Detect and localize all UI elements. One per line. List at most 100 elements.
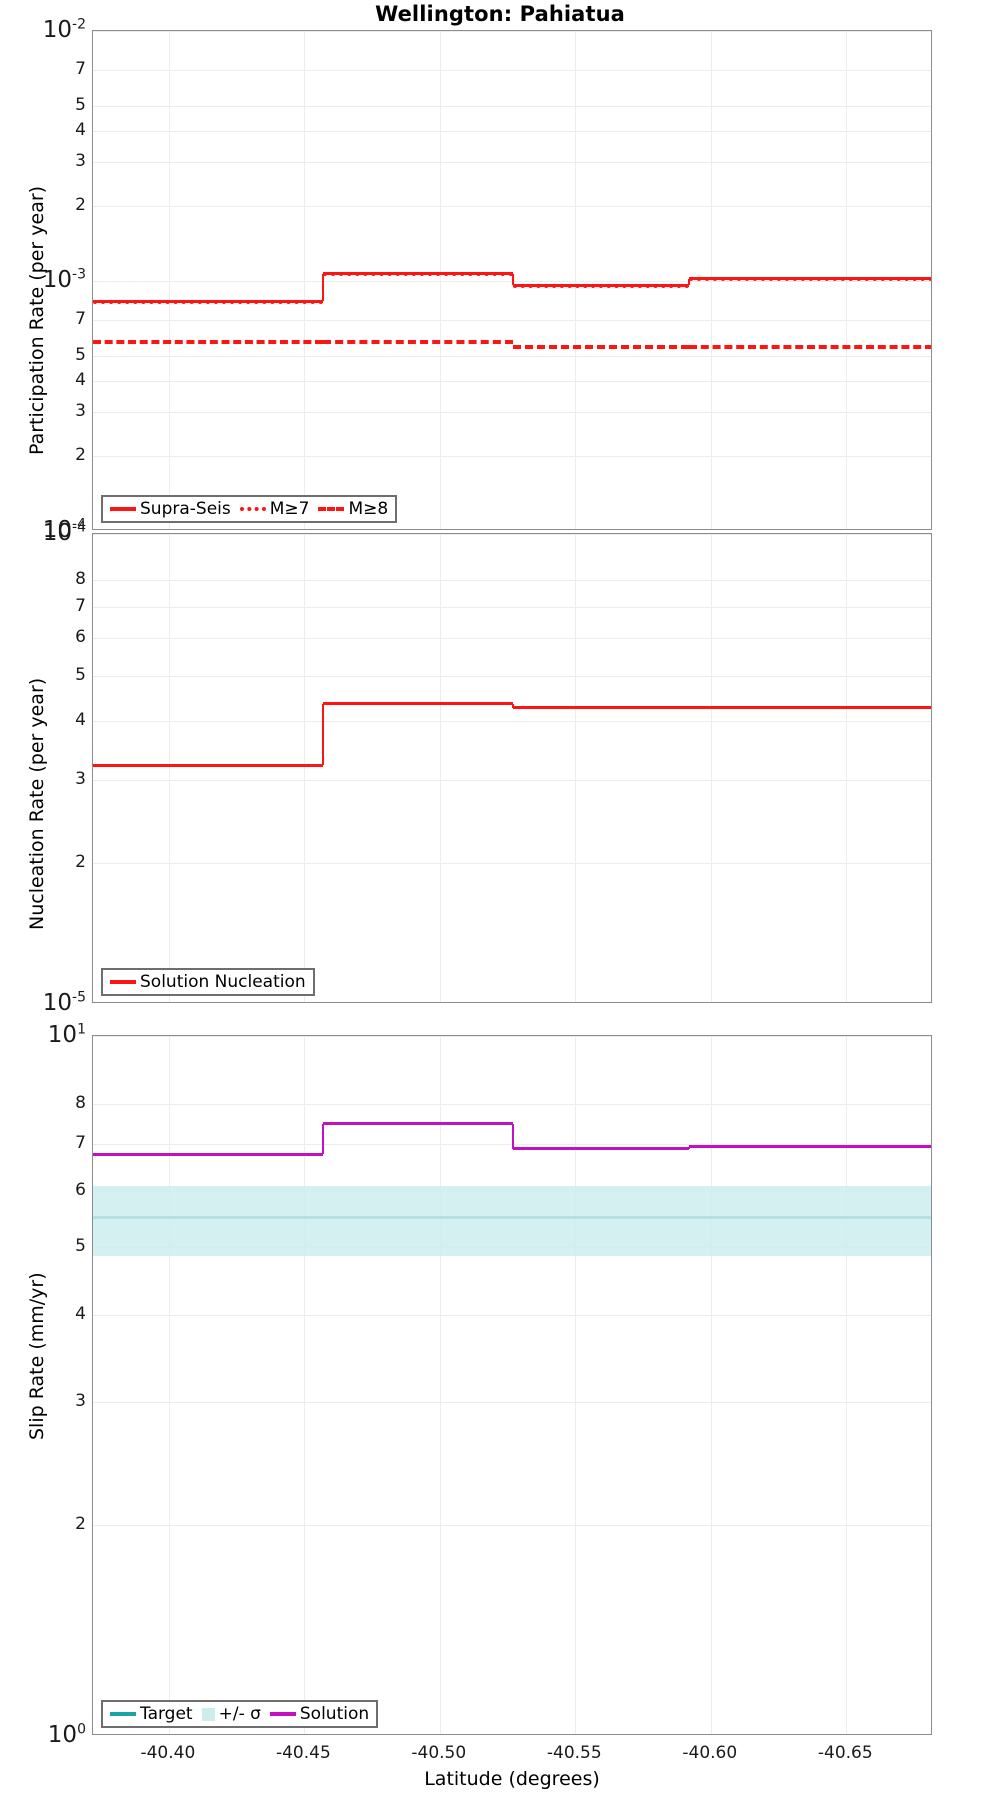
legend-label: M≥7 — [269, 499, 310, 519]
panel-nucleation-rate: Solution Nucleation — [92, 533, 932, 1003]
gridline-horizontal — [93, 534, 931, 535]
legend-swatch-patch-cyan — [201, 1707, 215, 1721]
sigma-band — [93, 1186, 931, 1256]
step-riser — [322, 273, 325, 302]
legend-label: Solution — [299, 1704, 370, 1724]
ytick-major-label: 100 — [47, 1721, 86, 1748]
gridline-horizontal — [93, 455, 931, 457]
legend-swatch-solid-magenta — [269, 1712, 296, 1716]
gridline-horizontal — [93, 356, 931, 358]
ytick-minor-label: 3 — [75, 768, 86, 789]
step-riser — [322, 1123, 325, 1155]
data-segment — [513, 706, 690, 710]
data-segment — [93, 763, 324, 767]
data-segment — [93, 299, 324, 304]
legend-label: +/- σ — [218, 1704, 261, 1724]
ytick-minor-label: 2 — [75, 194, 86, 215]
legend-entry[interactable]: +/- σ — [201, 1704, 261, 1724]
gridline-horizontal — [93, 1402, 931, 1403]
legend-slip-rate: Target +/- σ Solution — [101, 1700, 379, 1728]
panel-slip-rate: Target +/- σ Solution — [92, 1035, 932, 1735]
gridline-horizontal — [93, 638, 931, 640]
xlabel-latitude: Latitude (degrees) — [424, 1768, 600, 1790]
gridline-horizontal — [93, 721, 931, 722]
data-segment — [513, 345, 690, 350]
ytick-minor-label: 2 — [75, 851, 86, 872]
gridline-horizontal — [93, 106, 931, 108]
legend-entry[interactable]: Supra-Seis — [110, 499, 231, 519]
gridline-horizontal — [93, 380, 931, 382]
ytick-minor-label: 3 — [75, 400, 86, 421]
gridline-vertical — [846, 534, 848, 1002]
ytick-minor-label: 4 — [75, 369, 86, 390]
ytick-minor-label: 5 — [75, 95, 86, 116]
legend-entry[interactable]: Solution Nucleation — [110, 972, 306, 992]
ytick-major-label: 10-3 — [42, 266, 86, 293]
ytick-minor-label: 3 — [75, 150, 86, 171]
legend-label: Target — [140, 1704, 193, 1724]
legend-swatch-solid-red — [110, 980, 136, 984]
legend-entry[interactable]: Solution — [269, 1704, 370, 1724]
gridline-horizontal — [93, 319, 931, 321]
plot-area-slip: Target +/- σ Solution — [92, 1035, 932, 1735]
step-riser — [688, 278, 691, 286]
ytick-minor-label: 4 — [75, 1303, 86, 1324]
gridline-horizontal — [93, 675, 931, 677]
ytick-minor-label: 2 — [75, 444, 86, 465]
ytick-minor-label: 4 — [75, 119, 86, 140]
gridline-vertical — [168, 1036, 170, 1734]
gridline-vertical — [710, 534, 712, 1002]
xtick-label: -40.60 — [682, 1743, 738, 1763]
ytick-minor-label: 8 — [75, 1092, 86, 1113]
step-riser — [512, 1123, 514, 1149]
data-segment — [323, 1122, 513, 1125]
gridline-horizontal — [93, 161, 931, 163]
plot-area-participation: Supra-Seis M≥7 M≥8 — [92, 30, 932, 530]
ytick-minor-label: 5 — [75, 345, 86, 366]
xtick-label: -40.55 — [546, 1743, 602, 1763]
legend-participation-rate: Supra-Seis M≥7 M≥8 — [101, 495, 398, 523]
gridline-vertical — [304, 534, 306, 1002]
gridline-vertical — [710, 1036, 712, 1734]
data-segment — [689, 345, 931, 350]
data-segment — [689, 1145, 931, 1149]
data-segment — [323, 272, 513, 277]
gridline-horizontal — [93, 130, 931, 132]
gridline-horizontal — [93, 1525, 931, 1527]
gridline-vertical — [575, 31, 577, 529]
legend-entry[interactable]: Target — [110, 1704, 193, 1724]
ytick-major-label: 10-2 — [42, 16, 86, 43]
legend-nucleation-rate: Solution Nucleation — [101, 968, 315, 996]
gridline-vertical — [439, 534, 441, 1002]
gridline-horizontal — [93, 31, 931, 32]
data-segment — [513, 283, 690, 288]
ytick-minor-label: 8 — [75, 568, 86, 589]
ytick-major-label: 10-4 — [42, 516, 86, 543]
ytick-major-label: 101 — [47, 1021, 86, 1048]
legend-swatch-dotted-red — [239, 507, 266, 511]
ytick-minor-label: 5 — [75, 1235, 86, 1256]
step-riser — [688, 1146, 691, 1149]
ytick-minor-label: 7 — [75, 1133, 86, 1154]
gridline-vertical — [439, 1036, 441, 1734]
data-segment — [93, 339, 324, 344]
step-riser — [512, 703, 514, 708]
data-segment — [689, 277, 931, 282]
legend-entry[interactable]: M≥7 — [239, 499, 310, 519]
legend-entry[interactable]: M≥8 — [318, 499, 388, 519]
xtick-label: -40.40 — [140, 1743, 196, 1763]
legend-label: M≥8 — [348, 499, 389, 519]
ytick-major-label: 10-4 — [42, 519, 86, 546]
ytick-minor-label: 7 — [75, 58, 86, 79]
xtick-label: -40.45 — [275, 1743, 331, 1763]
ytick-minor-label: 7 — [75, 308, 86, 329]
gridline-vertical — [304, 1036, 306, 1734]
gridline-horizontal — [93, 1103, 931, 1105]
ytick-major-label: 10-5 — [42, 989, 86, 1016]
data-segment — [323, 339, 513, 344]
gridline-horizontal — [93, 1036, 931, 1037]
ylabel-slip: Slip Rate (mm/yr) — [26, 1272, 48, 1440]
gridline-vertical — [575, 1036, 577, 1734]
data-segment — [323, 702, 513, 706]
